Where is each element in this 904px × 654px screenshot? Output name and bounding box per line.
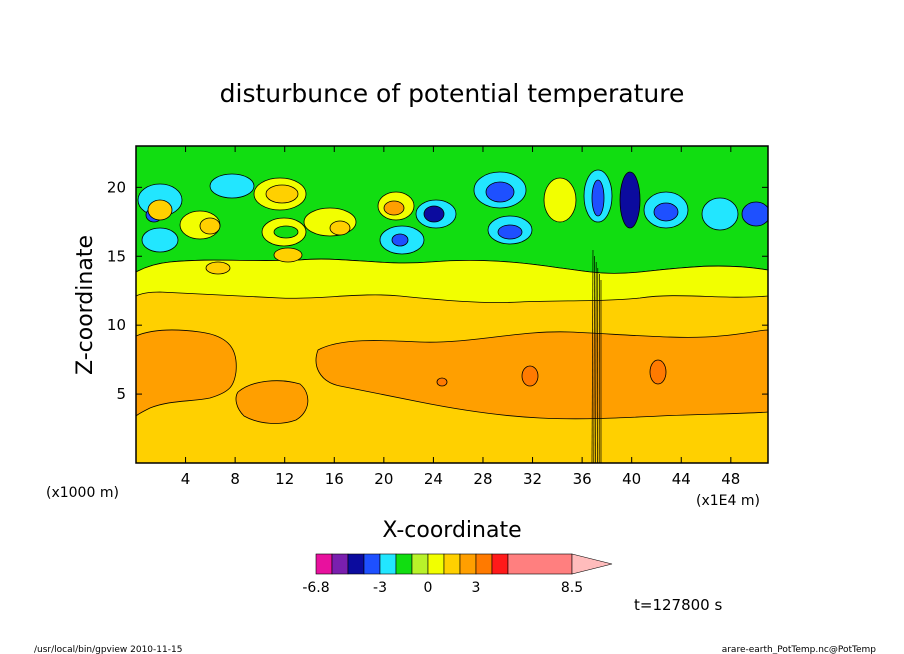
x-tick-label: 28 bbox=[473, 470, 492, 488]
x-tick-label: 44 bbox=[672, 470, 691, 488]
x-tick-label: 48 bbox=[721, 470, 740, 488]
time-label: t=127800 s bbox=[634, 596, 722, 614]
band-orange bbox=[315, 329, 768, 420]
band-yellow bbox=[136, 258, 768, 303]
chart-title: disturbunce of potential temperature bbox=[220, 79, 685, 108]
colorbar-swatch bbox=[363, 553, 381, 575]
colorbar-tick-label: -6.8 bbox=[302, 580, 329, 596]
contour-blob bbox=[265, 184, 299, 204]
contour-blob bbox=[273, 225, 299, 239]
y-tick-label: 20 bbox=[107, 178, 126, 196]
colorbar-swatch bbox=[395, 553, 413, 575]
plot-frame bbox=[135, 145, 769, 464]
y-tick-label: 10 bbox=[107, 316, 126, 334]
contour-blob bbox=[701, 197, 739, 231]
contour-blob bbox=[497, 224, 523, 240]
contour-blob bbox=[205, 261, 231, 275]
contour-blob bbox=[521, 365, 539, 387]
contour-blob bbox=[653, 202, 679, 222]
x-tick-label: 32 bbox=[523, 470, 542, 488]
contour-blob bbox=[383, 200, 405, 216]
plot-area bbox=[136, 146, 768, 463]
colorbar-swatch bbox=[379, 553, 397, 575]
colorbar-swatch bbox=[507, 553, 573, 575]
contour-blob bbox=[329, 220, 351, 236]
colorbar-swatch bbox=[475, 553, 493, 575]
colorbar-swatch bbox=[427, 553, 445, 575]
x-tick-label: 40 bbox=[622, 470, 641, 488]
y-tick-label: 15 bbox=[107, 247, 126, 265]
contour-blob bbox=[649, 359, 667, 385]
colorbar-swatch bbox=[491, 553, 509, 575]
footer-left: /usr/local/bin/gpview 2010-11-15 bbox=[34, 645, 182, 654]
contour-blob bbox=[423, 205, 445, 223]
colorbar-tick-label: 3 bbox=[472, 580, 481, 596]
contour-blob bbox=[591, 179, 605, 217]
x-tick-label: 12 bbox=[275, 470, 294, 488]
x-tick-label: 8 bbox=[230, 470, 240, 488]
colorbar-swatch bbox=[347, 553, 365, 575]
x-tick-label: 4 bbox=[181, 470, 191, 488]
colorbar-ticks: -6.8 -3 0 3 8.5 bbox=[302, 580, 583, 596]
contour-blob bbox=[141, 227, 179, 253]
colorbar-extend-triangle bbox=[571, 553, 613, 575]
plume-line bbox=[591, 249, 594, 463]
colorbar bbox=[315, 553, 613, 575]
x-axis: 4 8 12 16 20 24 28 32 36 40 44 48 bbox=[181, 146, 740, 488]
band-orange bbox=[136, 329, 237, 417]
x-tick-label: 20 bbox=[374, 470, 393, 488]
colorbar-swatch bbox=[315, 553, 333, 575]
contour-blob bbox=[485, 181, 515, 203]
x-axis-label: X-coordinate bbox=[382, 518, 521, 543]
colorbar-tick-label: 0 bbox=[424, 580, 433, 596]
contour-blob bbox=[147, 199, 173, 221]
colorbar-swatch bbox=[331, 553, 349, 575]
plume-line bbox=[593, 255, 595, 463]
contour-blob bbox=[199, 217, 221, 235]
x-tick-label: 36 bbox=[573, 470, 592, 488]
contour-blob bbox=[209, 173, 255, 199]
plume-line bbox=[595, 261, 597, 463]
y-tick-label: 5 bbox=[116, 385, 126, 403]
y-axis: 5 10 15 20 bbox=[107, 178, 768, 403]
contour-blob bbox=[436, 377, 448, 387]
colorbar-tick-label: 8.5 bbox=[561, 580, 583, 596]
y-axis-label: Z-coordinate bbox=[73, 235, 98, 375]
x-tick-label: 16 bbox=[325, 470, 344, 488]
colorbar-tick-label: -3 bbox=[373, 580, 387, 596]
x-tick-label: 24 bbox=[424, 470, 443, 488]
contour-blob bbox=[543, 177, 577, 223]
x-unit-note: (x1000 m) bbox=[46, 485, 119, 501]
x-unit-note-right: (x1E4 m) bbox=[696, 493, 760, 509]
field-layer bbox=[136, 146, 768, 463]
band-orange bbox=[235, 380, 309, 424]
contour-blob bbox=[741, 201, 768, 227]
contour-blob bbox=[391, 233, 409, 247]
colorbar-swatch bbox=[443, 553, 461, 575]
footer-right: arare-earth_PotTemp.nc@PotTemp bbox=[722, 645, 877, 654]
colorbar-swatch bbox=[411, 553, 429, 575]
contour-blob bbox=[619, 171, 641, 229]
contour-blob bbox=[273, 247, 303, 263]
colorbar-swatch bbox=[459, 553, 477, 575]
